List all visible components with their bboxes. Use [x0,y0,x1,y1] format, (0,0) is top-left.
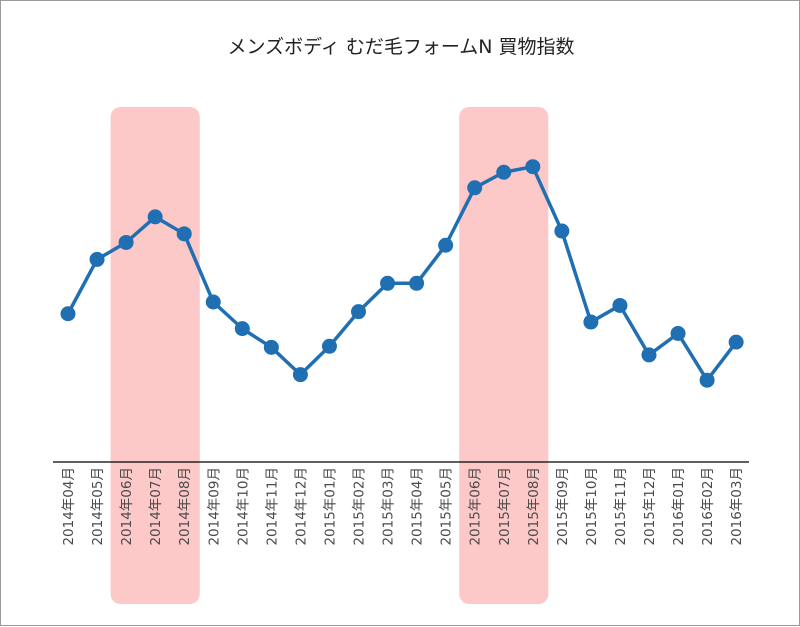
x-tick-label: 2015年02月 [352,467,368,546]
data-point [728,334,744,350]
x-tick-label: 2015年11月 [613,467,629,546]
x-tick-label: 2014年10月 [235,467,251,546]
x-tick-label: 2015年10月 [584,467,600,546]
data-point [263,339,279,355]
data-point [467,180,483,196]
chart-title: メンズボディ むだ毛フォームN 買物指数 [227,36,574,58]
data-point [554,223,570,239]
x-tick-label: 2014年11月 [264,467,280,546]
data-point [496,164,512,180]
x-tick-label: 2015年07月 [497,467,513,546]
x-tick-label: 2015年01月 [322,467,338,546]
data-point [89,251,105,267]
data-point [321,338,337,354]
x-tick-label: 2014年06月 [119,467,135,546]
data-point [525,159,541,175]
x-tick-labels: 2014年04月 2014年05月 2014年06月 2014年07月 2014年08月… [61,467,745,546]
x-tick-label: 2015年09月 [555,467,571,546]
x-tick-label: 2015年06月 [468,467,484,546]
x-tick-label: 2016年02月 [700,467,716,546]
data-point [176,226,192,242]
data-point [205,294,221,310]
x-tick-label: 2015年12月 [642,467,658,546]
series-group [60,159,744,388]
x-tick-label: 2015年05月 [439,467,455,546]
data-point [583,314,599,330]
data-point [234,321,250,337]
x-tick-label: 2016年03月 [729,467,745,546]
data-point [438,237,454,253]
data-point [147,209,163,225]
x-tick-label: 2015年03月 [381,467,397,546]
x-tick-label: 2014年07月 [148,467,164,546]
data-point [60,306,76,322]
x-tick-label: 2014年04月 [61,467,77,546]
data-point [641,347,657,363]
data-point [292,367,308,383]
data-point [409,275,425,291]
x-tick-label: 2015年08月 [526,467,542,546]
x-tick-label: 2015年04月 [410,467,426,546]
x-tick-label: 2014年05月 [90,467,106,546]
highlight-band-2 [459,107,549,604]
data-point [699,372,715,388]
x-tick-label: 2014年08月 [177,467,193,546]
data-point [380,275,396,291]
data-point [118,234,134,250]
x-tick-label: 2014年09月 [206,467,222,546]
data-point [612,297,628,313]
x-tick-label: 2016年01月 [671,467,687,546]
data-point [670,325,686,341]
x-tick-label: 2014年12月 [293,467,309,546]
data-point [351,304,366,320]
